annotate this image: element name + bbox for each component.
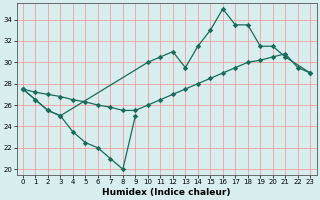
X-axis label: Humidex (Indice chaleur): Humidex (Indice chaleur) <box>102 188 231 197</box>
